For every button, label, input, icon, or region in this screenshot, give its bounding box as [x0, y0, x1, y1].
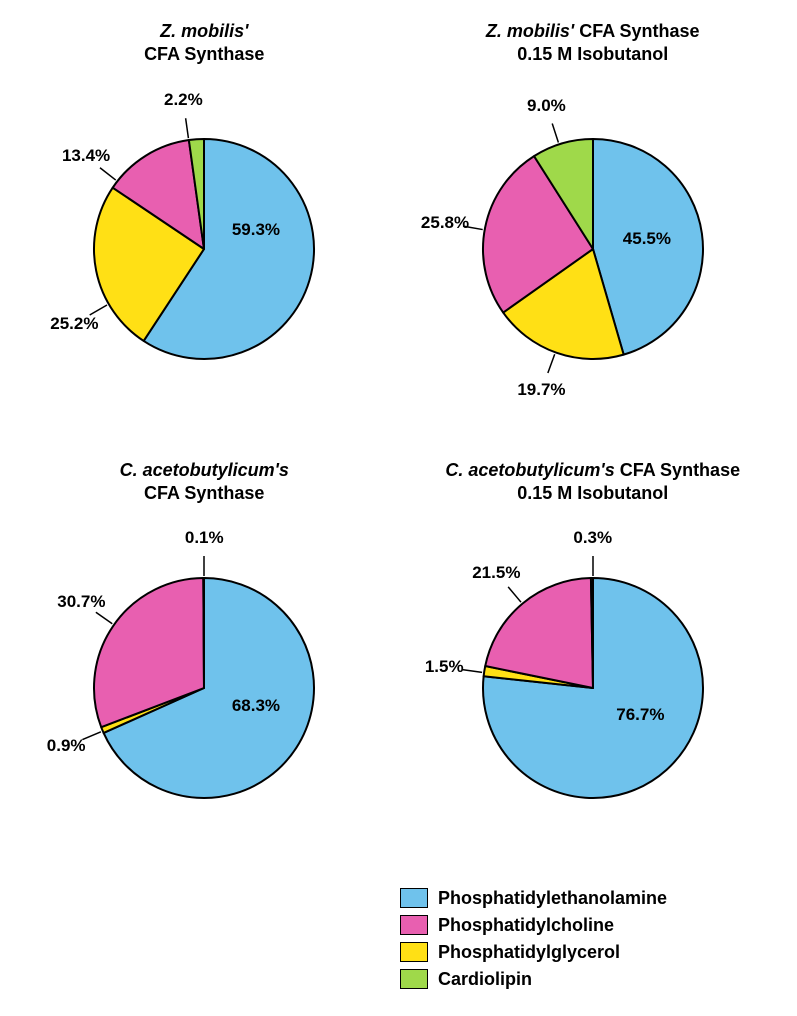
- slice-cl: [204, 578, 205, 688]
- title-italic: C. acetobutylicum's: [120, 460, 289, 480]
- chart-title: C. acetobutylicum's CFA Synthase0.15 M I…: [445, 459, 740, 506]
- title-italic: C. acetobutylicum's: [445, 460, 614, 480]
- legend-label: Phosphatidylglycerol: [438, 942, 620, 963]
- chart-cell-ca_base: C. acetobutylicum'sCFA Synthase 68.3% 0.9%…: [20, 459, 389, 858]
- leader-line: [508, 586, 521, 601]
- chart-cell-zm_iso: Z. mobilis' CFA Synthase0.15 M Isobutano…: [409, 20, 778, 419]
- title-rest: CFA Synthase: [574, 21, 699, 41]
- legend-row-pc: Phosphatidylcholine: [400, 915, 777, 936]
- legend-swatch: [400, 888, 428, 908]
- legend-row-cl: Cardiolipin: [400, 969, 777, 990]
- pie-zm_base: 59.3% 25.2% 13.4% 2.2%: [34, 79, 374, 419]
- legend-swatch: [400, 942, 428, 962]
- leader-line: [96, 612, 112, 623]
- slice-label-pc: 30.7%: [57, 592, 105, 612]
- leader-line: [186, 118, 189, 138]
- slice-label-pg: 19.7%: [517, 380, 565, 400]
- title-rest: CFA Synthase: [615, 460, 740, 480]
- leader-line: [552, 123, 558, 142]
- title-line2: CFA Synthase: [120, 482, 289, 505]
- legend-label: Phosphatidylethanolamine: [438, 888, 667, 909]
- legend-row-pe: Phosphatidylethanolamine: [400, 888, 777, 909]
- slice-label-pc: 21.5%: [472, 563, 520, 583]
- legend: Phosphatidylethanolamine Phosphatidylchol…: [400, 888, 777, 990]
- pie-ca_iso: 76.7% 1.5% 21.5% 0.3%: [423, 518, 763, 858]
- slice-label-pg: 25.2%: [50, 314, 98, 334]
- title-line2: 0.15 M Isobutanol: [445, 482, 740, 505]
- pie-ca_base: 68.3% 0.9% 30.7% 0.1%: [34, 518, 374, 858]
- slice-label-pc: 13.4%: [62, 146, 110, 166]
- leader-line: [100, 168, 116, 180]
- title-line2: 0.15 M Isobutanol: [486, 43, 700, 66]
- title-italic: Z. mobilis': [160, 21, 248, 41]
- legend-swatch: [400, 969, 428, 989]
- slice-label-cl: 0.3%: [573, 528, 612, 548]
- legend-label: Phosphatidylcholine: [438, 915, 614, 936]
- slice-label-cl: 0.1%: [185, 528, 224, 548]
- charts-grid: Z. mobilis'CFA Synthase59.3%25.2%13.4%2.…: [20, 20, 777, 858]
- slice-label-pe: 68.3%: [232, 696, 280, 716]
- chart-cell-zm_base: Z. mobilis'CFA Synthase 59.3% 25.2% 13.4% 2.…: [20, 20, 389, 419]
- chart-title: C. acetobutylicum'sCFA Synthase: [120, 459, 289, 506]
- title-line2: CFA Synthase: [144, 43, 264, 66]
- chart-title: Z. mobilis'CFA Synthase: [144, 20, 264, 67]
- title-italic: Z. mobilis': [486, 21, 574, 41]
- legend-label: Cardiolipin: [438, 969, 532, 990]
- slice-label-pe: 76.7%: [616, 705, 664, 725]
- slice-label-pg: 0.9%: [47, 736, 86, 756]
- chart-cell-ca_iso: C. acetobutylicum's CFA Synthase0.15 M I…: [409, 459, 778, 858]
- legend-row-pg: Phosphatidylglycerol: [400, 942, 777, 963]
- pie-zm_iso: 45.5% 19.7% 25.8% 9.0%: [423, 79, 763, 419]
- slice-label-pg: 1.5%: [425, 657, 464, 677]
- slice-label-pe: 59.3%: [232, 220, 280, 240]
- slice-label-pc: 25.8%: [421, 213, 469, 233]
- leader-line: [462, 669, 482, 672]
- slice-label-cl: 2.2%: [164, 90, 203, 110]
- chart-title: Z. mobilis' CFA Synthase0.15 M Isobutano…: [486, 20, 700, 67]
- legend-swatch: [400, 915, 428, 935]
- leader-line: [548, 354, 555, 373]
- slice-label-cl: 9.0%: [527, 96, 566, 116]
- slice-label-pe: 45.5%: [623, 229, 671, 249]
